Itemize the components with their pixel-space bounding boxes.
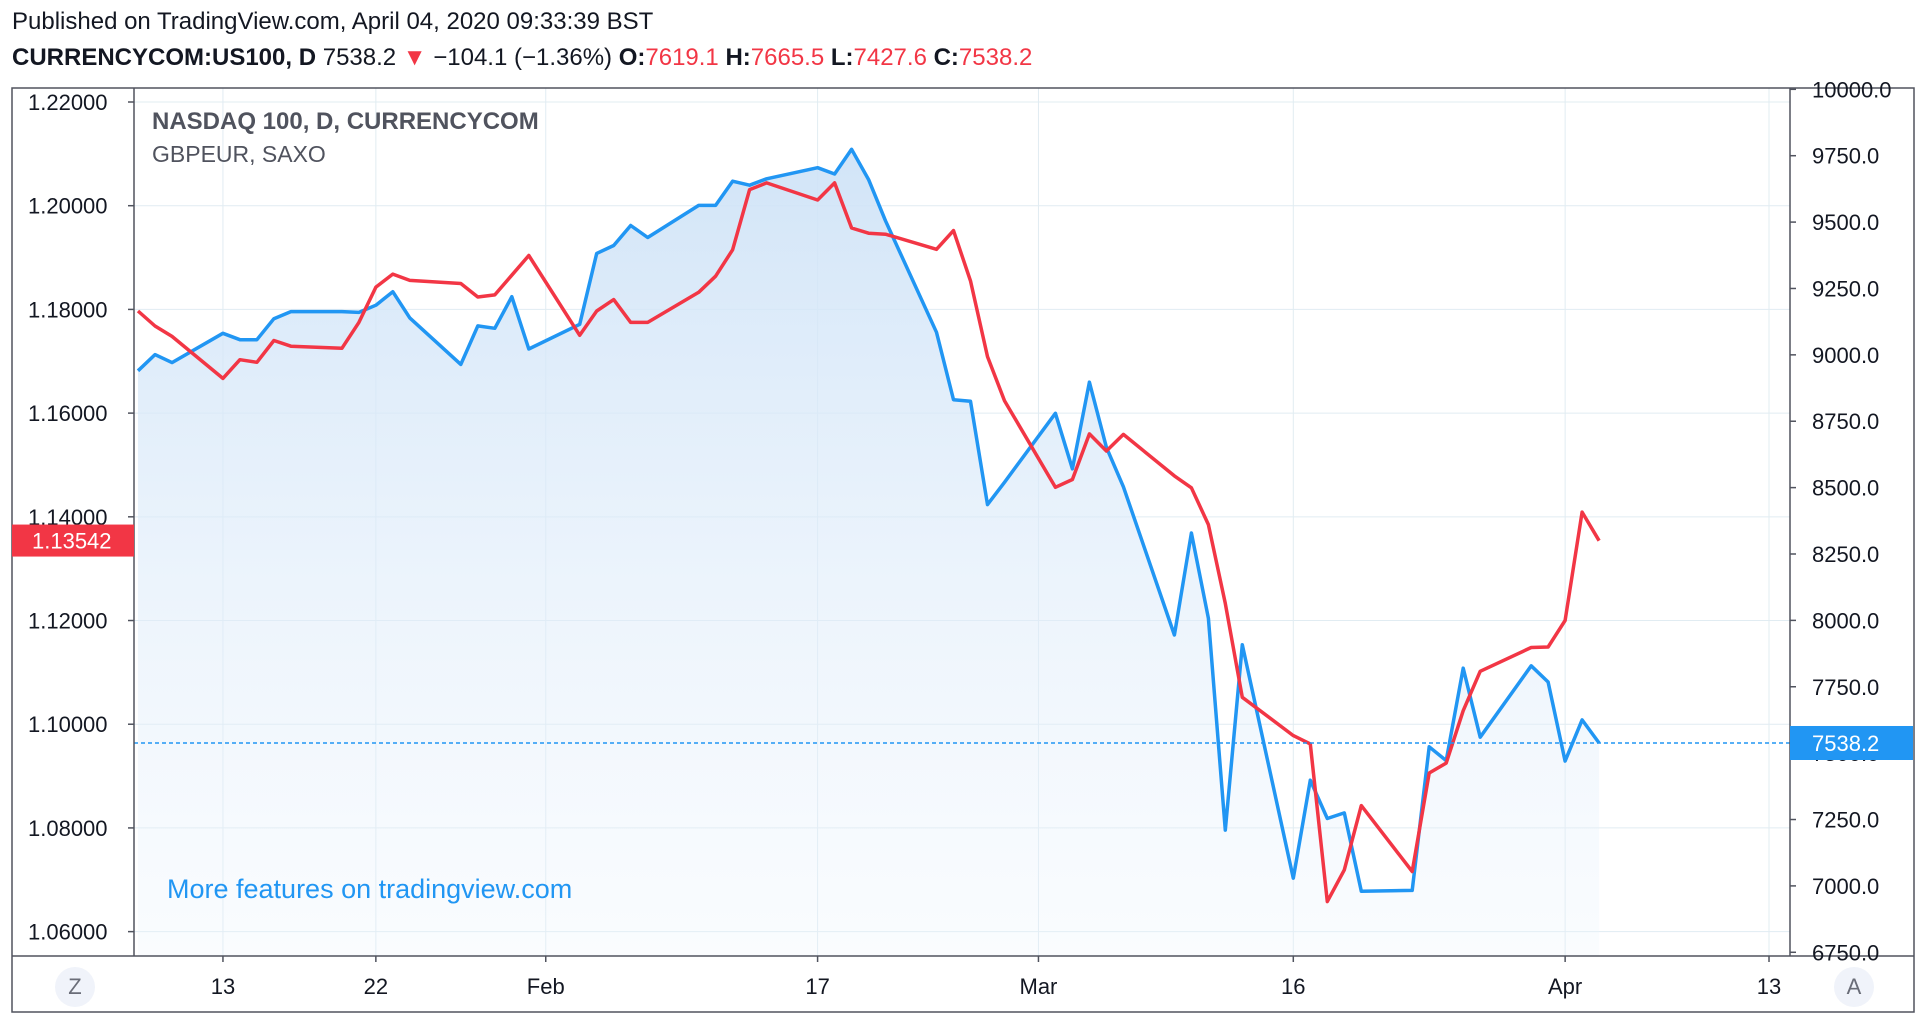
time-axis-tick-label: 13 [1757,974,1781,999]
left-axis-tick-label: 1.22000 [28,90,108,115]
series-lines [134,147,1790,904]
left-axis-tick-label: 1.16000 [28,401,108,426]
time-axis-tick-label: Mar [1020,974,1058,999]
right-axis-tick-label: 9250.0 [1812,276,1879,301]
low-label: L: [830,44,854,71]
left-axis-tick-label: 1.08000 [28,816,108,841]
legend-compare-series: GBPEUR, SAXO [152,141,326,167]
close-value: 7538.2 [958,44,1033,71]
last-price: 7538.2 [322,44,397,71]
time-axis-tick-label: 13 [211,974,235,999]
scale-z-button[interactable]: Z [55,967,95,1007]
open-value: 7619.1 [645,44,719,71]
high-value: 7665.5 [750,44,825,71]
left-axis-tick-label: 1.20000 [28,194,108,219]
time-axis-tick-label: 16 [1281,974,1305,999]
chart-legend: NASDAQ 100, D, CURRENCYCOM GBPEUR, SAXO … [152,108,572,904]
right-axis-tick-label: 6750.0 [1812,940,1879,965]
down-arrow-icon: ▼ [402,44,427,71]
left-axis-tick-label: 1.06000 [28,920,108,945]
left-axis-tick-label: 1.10000 [28,712,108,737]
left-axis-tick-label: 1.12000 [28,609,108,634]
nasdaq-area-fill [138,149,1600,957]
right-axis-tick-label: 10000.0 [1812,77,1892,102]
axes: 1.220001.200001.180001.160001.140001.120… [12,77,1913,999]
gbpeur-last-value-label: 1.13542 [32,529,112,554]
nasdaq-line [136,147,1601,893]
right-axis-tick-label: 8750.0 [1812,409,1879,434]
time-axis-tick-label: 22 [364,974,388,999]
time-axis-tick-label: Feb [527,974,565,999]
price-change: −104.1 (−1.36%) [433,44,613,71]
right-axis-tick-label: 8500.0 [1812,476,1879,501]
high-label: H: [725,44,751,71]
time-axis-tick-label: Apr [1548,974,1582,999]
auto-scale-button[interactable]: A [1834,967,1874,1007]
nasdaq-area [138,149,1600,957]
watermark-link[interactable]: More features on tradingview.com [167,874,572,904]
published-caption: Published on TradingView.com, April 04, … [12,8,654,35]
right-axis-tick-label: 9500.0 [1812,210,1879,235]
close-label: C: [933,44,959,71]
low-value: 7427.6 [853,44,927,71]
open-label: O: [618,44,646,71]
right-axis-tick-label: 9000.0 [1812,343,1879,368]
time-axis-tick-label: 17 [805,974,829,999]
gbpeur-line [136,181,1601,904]
gbpeur-last-value-badge [12,524,134,557]
right-axis-tick-label: 8250.0 [1812,542,1879,567]
left-axis-tick-label: 1.18000 [28,297,108,322]
right-axis-tick-label: 9750.0 [1812,144,1879,169]
symbol-quote-line: CURRENCYCOM:US100, D 7538.2 ▼ −104.1 (−1… [12,44,1032,72]
nasdaq-last-value-label: 7538.2 [1812,731,1879,756]
right-axis-tick-label: 8000.0 [1812,608,1879,633]
nasdaq-last-value-badge [1790,725,1913,760]
right-axis-tick-label: 7750.0 [1812,675,1879,700]
legend-main-series: NASDAQ 100, D, CURRENCYCOM [152,108,539,135]
right-axis-tick-label: 7000.0 [1812,874,1879,899]
right-axis-tick-label: 7250.0 [1812,808,1879,833]
symbol-name[interactable]: CURRENCYCOM:US100, D [12,44,317,71]
